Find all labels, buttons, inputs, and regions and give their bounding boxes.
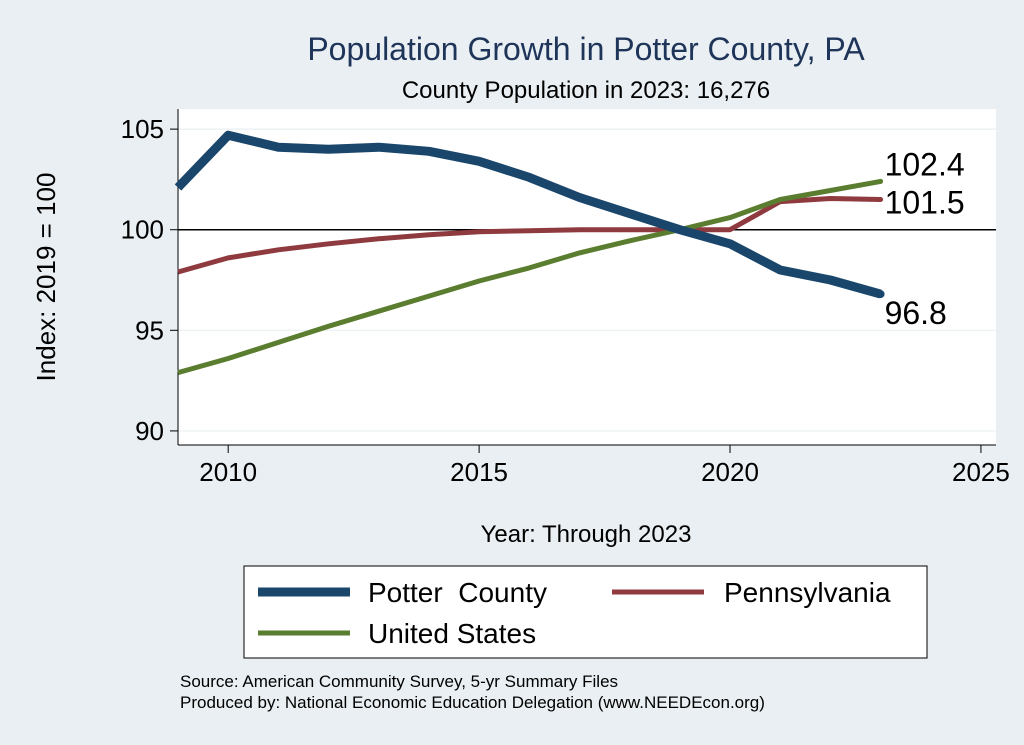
series-layer xyxy=(174,130,885,376)
end-point-pennsylvania xyxy=(878,197,884,203)
legend-box xyxy=(243,565,928,659)
legend-label-potter-county: Potter County xyxy=(368,577,547,608)
producer-note: Produced by: National Economic Education… xyxy=(180,693,765,712)
chart-subtitle: County Population in 2023: 16,276 xyxy=(402,77,770,104)
y-axis-ticks: 90 95 100 105 xyxy=(121,114,178,446)
x-tick-label: 2010 xyxy=(199,457,257,487)
source-note: Source: American Community Survey, 5-yr … xyxy=(180,672,618,691)
x-tick-label: 2020 xyxy=(701,457,759,487)
y-tick-label: 100 xyxy=(121,215,164,245)
series-line-pennsylvania xyxy=(177,196,881,275)
x-axis-label: Year: Through 2023 xyxy=(481,521,692,548)
legend-label-pennsylvania: Pennsylvania xyxy=(724,577,891,608)
legend: Potter County Pennsylvania United States xyxy=(258,577,891,649)
plot-area xyxy=(178,109,996,445)
y-axis-label: Index: 2019 = 100 xyxy=(31,173,61,382)
x-tick-label: 2015 xyxy=(450,457,508,487)
end-point-united-states xyxy=(878,178,884,184)
series-line-united-states xyxy=(177,178,882,376)
end-label-united-states: 102.4 xyxy=(885,146,965,182)
legend-label-united-states: United States xyxy=(368,618,536,649)
end-label-potter-county: 96.8 xyxy=(885,295,947,331)
y-tick-label: 105 xyxy=(121,114,164,144)
y-tick-label: 95 xyxy=(135,315,164,345)
y-tick-label: 90 xyxy=(135,416,164,446)
series-line-potter-county xyxy=(174,130,882,299)
x-tick-label: 2025 xyxy=(952,457,1010,487)
chart-title: Population Growth in Potter County, PA xyxy=(307,31,865,67)
end-point-potter-county xyxy=(876,290,885,299)
x-axis-ticks: 2010 2015 2020 2025 xyxy=(199,445,1010,487)
end-label-pennsylvania: 101.5 xyxy=(885,185,965,221)
